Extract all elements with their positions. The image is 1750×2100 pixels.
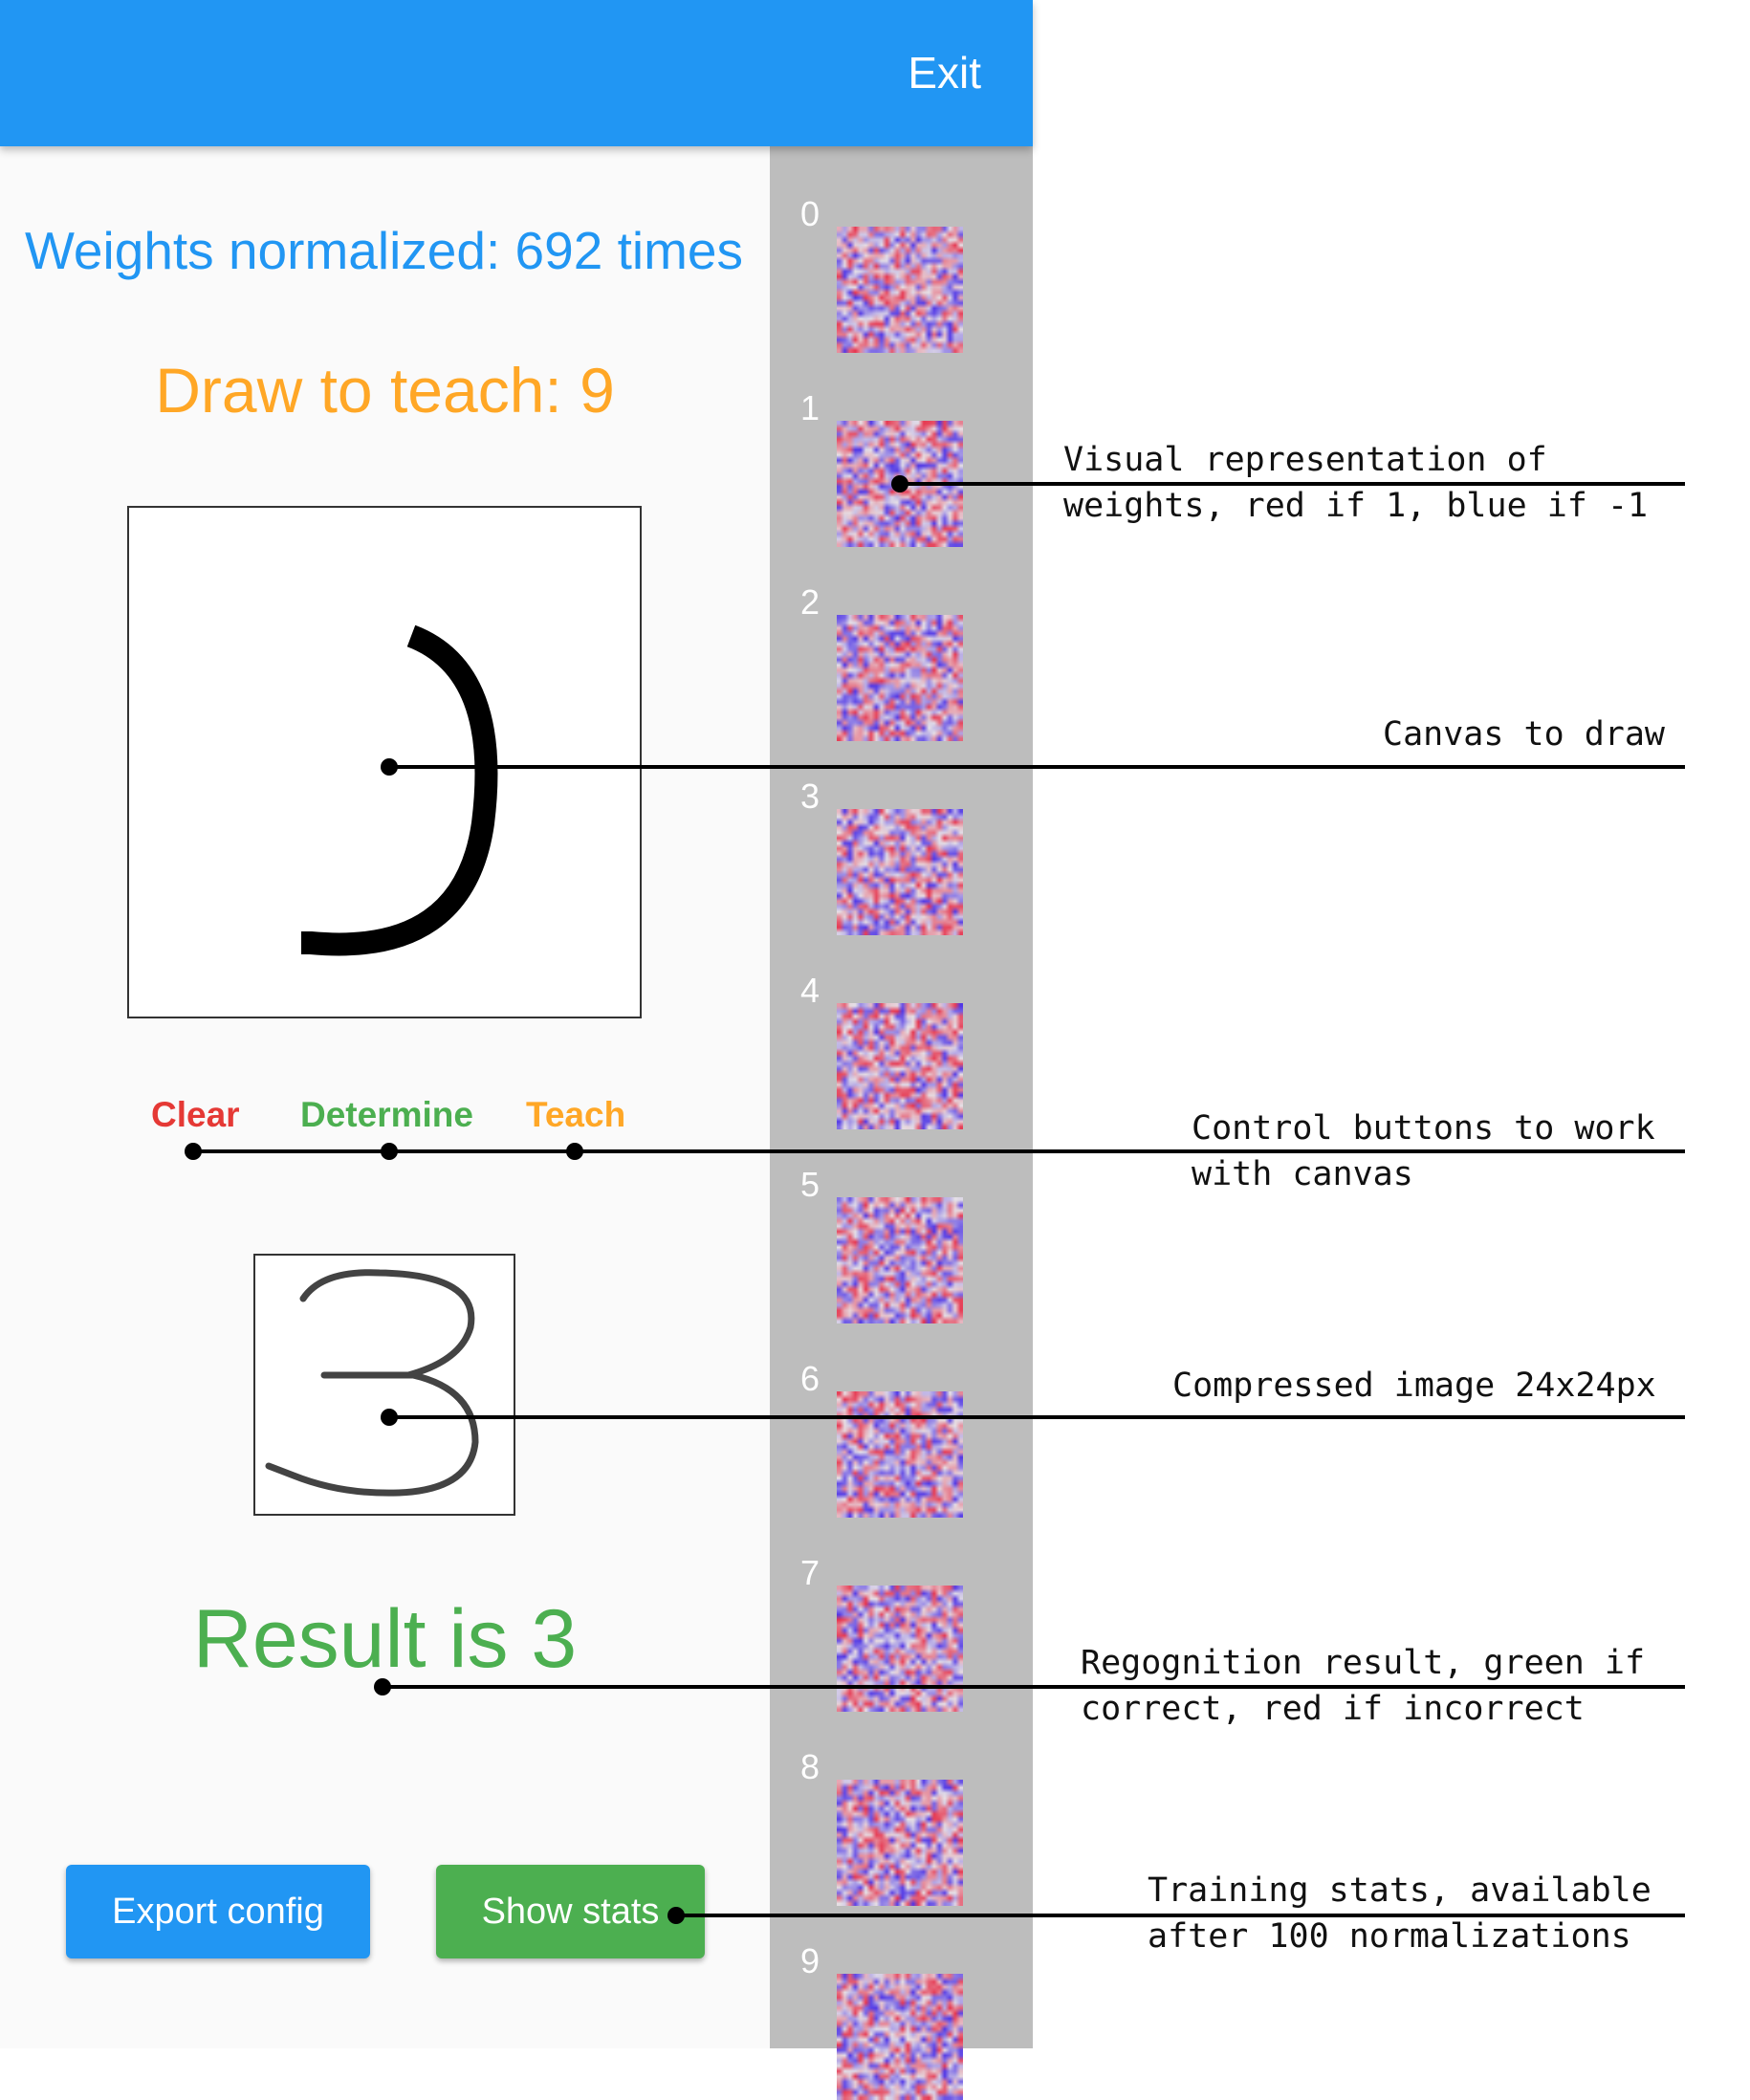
annotation-compressed: Compressed image 24x24px [1172, 1367, 1656, 1405]
teach-prompt: Draw to teach: 9 [155, 355, 615, 426]
weight-visual-2 [837, 615, 963, 741]
weight-label-7: 7 [800, 1553, 820, 1592]
weight-label-2: 2 [800, 582, 820, 622]
annotation-controls: Control buttons to work with canvas [1192, 1109, 1655, 1193]
show-stats-button[interactable]: Show stats [436, 1865, 705, 1958]
weight-label-1: 1 [800, 388, 820, 427]
weight-visual-0 [837, 227, 963, 353]
weight-label-0: 0 [800, 194, 820, 233]
weights-sidebar: 0 1 2 3 4 5 6 7 8 9 [770, 146, 1033, 2100]
compressed-digit [265, 1269, 479, 1497]
weight-label-3: 3 [800, 777, 820, 816]
drawn-stroke [299, 624, 498, 956]
weight-visual-5 [837, 1197, 963, 1323]
annotation-result: Regognition result, green if correct, re… [1081, 1644, 1646, 1728]
annotation-weights: Visual representation of weights, red if… [1063, 441, 1649, 525]
weight-visual-8 [837, 1780, 963, 1906]
normalization-count: Weights normalized: 692 times [25, 221, 743, 280]
export-config-button[interactable]: Export config [66, 1865, 370, 1958]
weight-label-4: 4 [800, 971, 820, 1010]
weight-label-6: 6 [800, 1359, 820, 1398]
teach-button[interactable]: Teach [526, 1095, 626, 1134]
determine-button[interactable]: Determine [300, 1095, 473, 1134]
weight-visual-1 [837, 421, 963, 547]
app-bar: Exit [0, 0, 1033, 146]
result-text: Result is 3 [192, 1593, 578, 1685]
compressed-image [253, 1254, 515, 1516]
annotation-stats: Training stats, available after 100 norm… [1148, 1871, 1652, 1956]
weight-label-8: 8 [800, 1747, 820, 1786]
annotation-canvas: Canvas to draw [1383, 715, 1666, 754]
weight-visual-7 [837, 1586, 963, 1712]
weight-visual-4 [837, 1003, 963, 1129]
weight-visual-3 [837, 809, 963, 935]
drawing-canvas[interactable] [127, 506, 642, 1018]
weight-label-9: 9 [800, 1941, 820, 1980]
clear-button[interactable]: Clear [151, 1095, 240, 1134]
exit-button[interactable]: Exit [902, 46, 987, 99]
weight-visual-9 [837, 1974, 963, 2100]
weight-label-5: 5 [800, 1165, 820, 1204]
weight-visual-6 [837, 1391, 963, 1518]
